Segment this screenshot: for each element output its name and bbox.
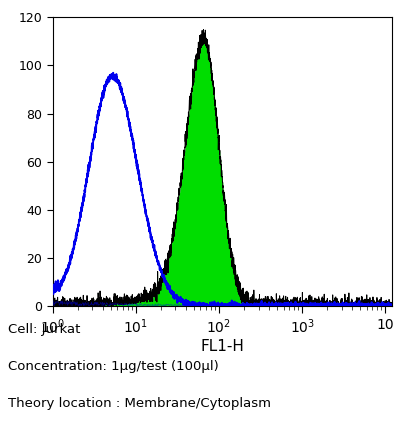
Text: Theory location : Membrane/Cytoplasm: Theory location : Membrane/Cytoplasm: [8, 397, 271, 410]
Text: Cell: Jurkat: Cell: Jurkat: [8, 323, 80, 336]
Text: Concentration: 1μg/test (100μl): Concentration: 1μg/test (100μl): [8, 360, 219, 373]
X-axis label: FL1-H: FL1-H: [200, 339, 244, 354]
